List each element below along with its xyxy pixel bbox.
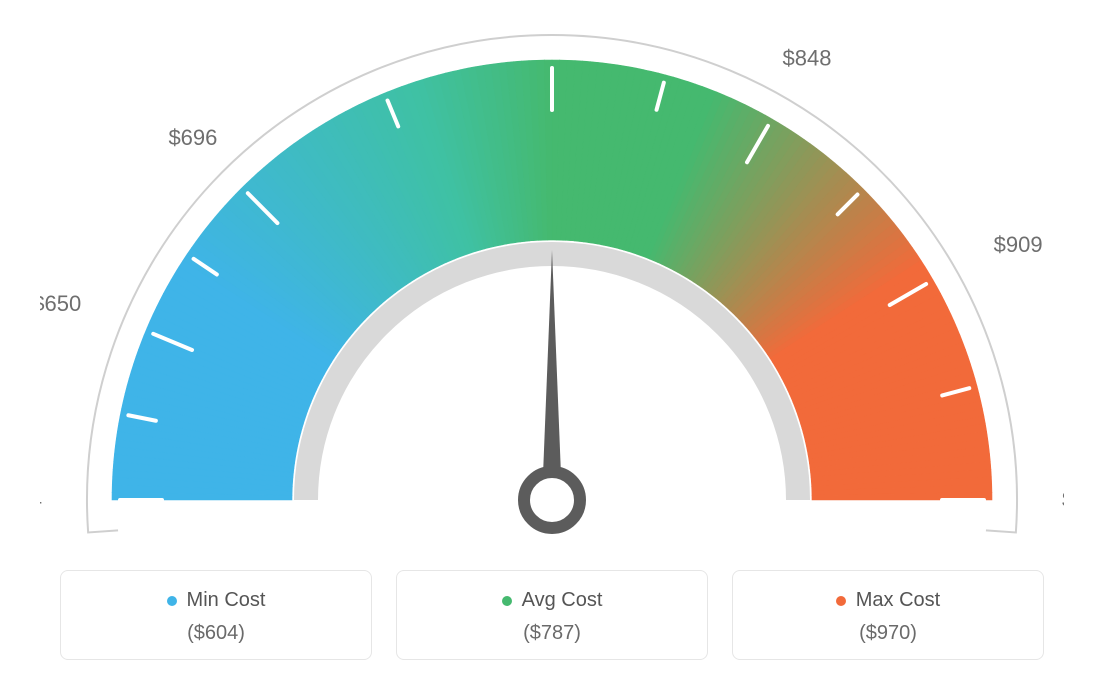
legend-card-max: Max Cost ($970) [732,570,1044,660]
legend-dot-min [167,596,177,606]
tick-label: $909 [994,232,1043,257]
legend-value-avg: ($787) [407,622,697,645]
legend-title-avg: Avg Cost [502,589,603,612]
legend-dot-max [836,596,846,606]
legend-label-avg: Avg Cost [522,589,603,612]
gauge-area: $604$650$696$787$848$909$970 [40,20,1064,560]
gauge-svg: $604$650$696$787$848$909$970 [40,20,1064,560]
legend-label-min: Min Cost [187,589,266,612]
cost-gauge-widget: $604$650$696$787$848$909$970 Min Cost ($… [0,0,1104,690]
tick-label: $650 [40,291,81,316]
legend-value-max: ($970) [743,622,1033,645]
legend-dot-avg [502,596,512,606]
tick-label: $848 [783,45,832,70]
legend-card-min: Min Cost ($604) [60,570,372,660]
gauge-needle [542,250,562,500]
tick-label: $604 [40,487,42,512]
gauge-needle-hub [524,472,580,528]
legend-title-max: Max Cost [836,589,940,612]
legend-card-avg: Avg Cost ($787) [396,570,708,660]
legend-row: Min Cost ($604) Avg Cost ($787) Max Cost… [40,570,1064,660]
legend-label-max: Max Cost [856,589,940,612]
tick-label: $970 [1062,487,1064,512]
tick-label: $696 [168,125,217,150]
legend-title-min: Min Cost [167,589,266,612]
legend-value-min: ($604) [71,622,361,645]
